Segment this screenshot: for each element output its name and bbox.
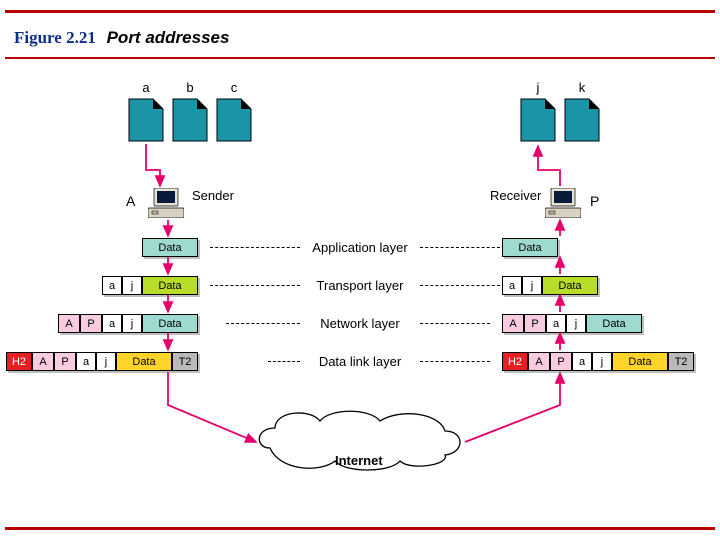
- dash-line: [210, 285, 300, 286]
- layer-label: Data link layer: [319, 354, 401, 369]
- packet: APajData: [58, 314, 198, 333]
- dash-line: [210, 247, 300, 248]
- host-p-label: P: [590, 193, 599, 209]
- packet-segment: a: [572, 352, 592, 371]
- layer-label: Application layer: [312, 240, 407, 255]
- packet-segment: Data: [142, 314, 198, 333]
- packet-segment: Data: [116, 352, 172, 371]
- title-underline: [5, 57, 715, 59]
- packet-segment: T2: [668, 352, 694, 371]
- top-rule: [5, 10, 715, 13]
- packet-segment: T2: [172, 352, 198, 371]
- packet-segment: a: [102, 314, 122, 333]
- port-file-icon: [564, 98, 600, 142]
- packet-segment: Data: [542, 276, 598, 295]
- figure-heading: Figure 2.21 Port addresses: [14, 28, 229, 48]
- port-file-icon: [172, 98, 208, 142]
- packet-segment: Data: [586, 314, 642, 333]
- packet-segment: j: [96, 352, 116, 371]
- packet-segment: A: [502, 314, 524, 333]
- packet-segment: P: [550, 352, 572, 371]
- packet-segment: A: [32, 352, 54, 371]
- packet: ajData: [502, 276, 598, 295]
- figure-label: Figure 2.21: [14, 28, 96, 47]
- port-file-label: b: [186, 80, 193, 95]
- packet-segment: a: [502, 276, 522, 295]
- packet-segment: P: [524, 314, 546, 333]
- packet: Data: [502, 238, 558, 257]
- figure-title: Port addresses: [107, 28, 230, 47]
- layer-label: Network layer: [320, 316, 399, 331]
- sender-label: Sender: [192, 188, 234, 203]
- packet-segment: H2: [6, 352, 32, 371]
- packet: ajData: [102, 276, 198, 295]
- packet-segment: Data: [142, 238, 198, 257]
- packet-segment: j: [566, 314, 586, 333]
- internet-label: Internet: [335, 453, 383, 468]
- dash-line: [226, 323, 300, 324]
- host-a-label: A: [126, 193, 135, 209]
- bottom-rule: [5, 527, 715, 530]
- dash-line: [420, 247, 500, 248]
- packet-segment: Data: [612, 352, 668, 371]
- sender-computer-icon: [148, 188, 184, 218]
- packet: APajData: [502, 314, 642, 333]
- port-file-label: a: [142, 80, 149, 95]
- receiver-label: Receiver: [490, 188, 541, 203]
- port-file-label: c: [231, 80, 238, 95]
- packet-segment: H2: [502, 352, 528, 371]
- port-file-icon: [128, 98, 164, 142]
- packet-segment: A: [58, 314, 80, 333]
- diagram-stage: a b c j k A Sender Receiver P Data Data Ap…: [0, 60, 720, 520]
- packet-segment: a: [546, 314, 566, 333]
- packet-segment: a: [102, 276, 122, 295]
- packet-segment: Data: [142, 276, 198, 295]
- layer-label: Transport layer: [317, 278, 404, 293]
- packet-segment: a: [76, 352, 96, 371]
- packet-segment: j: [122, 276, 142, 295]
- packet-segment: A: [528, 352, 550, 371]
- dash-line: [268, 361, 300, 362]
- port-file-label: j: [537, 80, 540, 95]
- packet-segment: Data: [502, 238, 558, 257]
- dash-line: [420, 285, 500, 286]
- port-file-icon: [520, 98, 556, 142]
- packet-segment: j: [122, 314, 142, 333]
- port-file-icon: [216, 98, 252, 142]
- packet: H2APajDataT2: [502, 352, 694, 371]
- packet-segment: P: [80, 314, 102, 333]
- packet: Data: [142, 238, 198, 257]
- receiver-computer-icon: [545, 188, 581, 218]
- packet: H2APajDataT2: [6, 352, 198, 371]
- packet-segment: j: [592, 352, 612, 371]
- port-file-label: k: [579, 80, 586, 95]
- dash-line: [420, 361, 490, 362]
- dash-line: [420, 323, 490, 324]
- packet-segment: j: [522, 276, 542, 295]
- packet-segment: P: [54, 352, 76, 371]
